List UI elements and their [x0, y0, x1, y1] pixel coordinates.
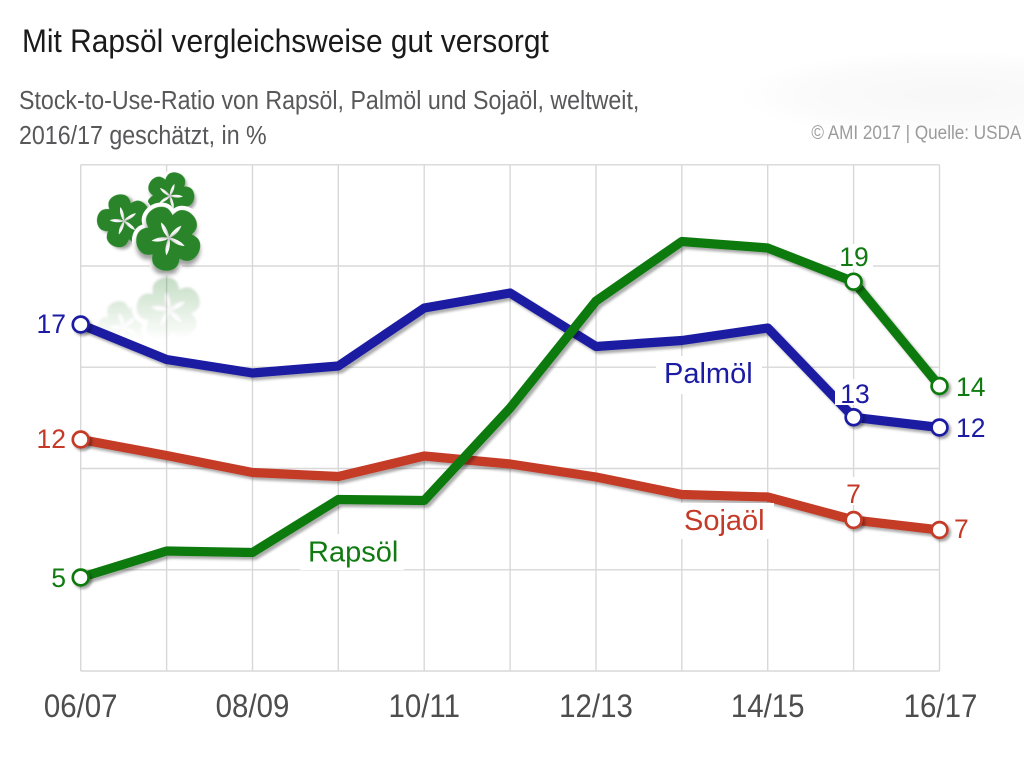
svg-text:12: 12 [37, 424, 66, 454]
svg-text:14: 14 [956, 372, 985, 402]
svg-text:14/15: 14/15 [731, 688, 805, 724]
svg-text:12/13: 12/13 [559, 688, 633, 724]
svg-text:Sojaöl: Sojaöl [684, 505, 765, 537]
svg-text:5: 5 [51, 563, 66, 593]
svg-text:Palmöl: Palmöl [664, 358, 753, 390]
svg-text:16/17: 16/17 [904, 688, 978, 724]
svg-text:10/11: 10/11 [388, 688, 459, 724]
svg-text:Rapsöl: Rapsöl [308, 537, 398, 569]
svg-text:06/07: 06/07 [44, 688, 118, 724]
svg-text:08/09: 08/09 [216, 688, 290, 724]
svg-text:7: 7 [954, 514, 969, 544]
svg-text:19: 19 [839, 242, 868, 272]
svg-text:12: 12 [956, 413, 985, 443]
svg-text:7: 7 [846, 479, 861, 509]
svg-text:17: 17 [37, 309, 66, 339]
svg-text:13: 13 [840, 379, 869, 409]
